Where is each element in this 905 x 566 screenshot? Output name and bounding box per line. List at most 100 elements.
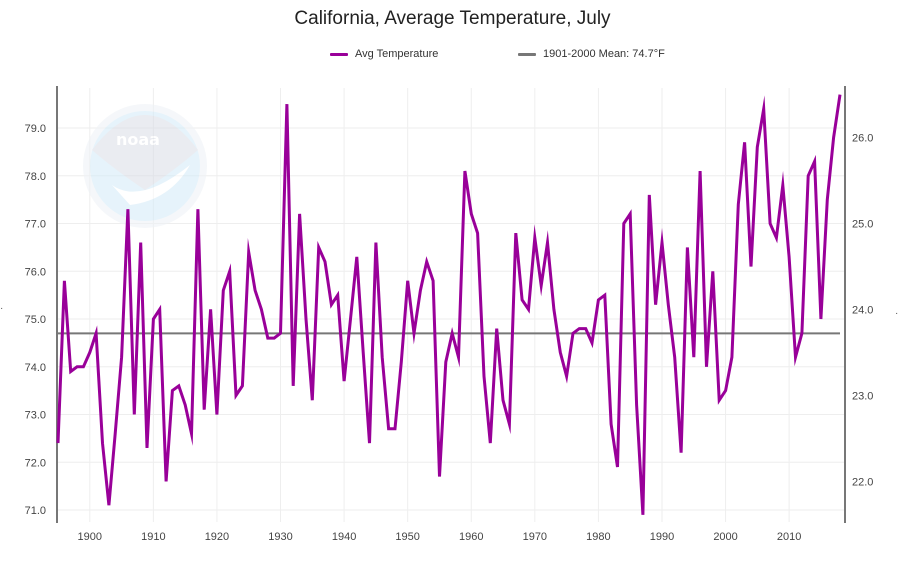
data-point[interactable] bbox=[654, 303, 658, 307]
data-point[interactable] bbox=[571, 331, 575, 335]
data-point[interactable] bbox=[336, 293, 340, 297]
data-point[interactable] bbox=[495, 327, 499, 331]
data-point[interactable] bbox=[444, 360, 448, 364]
data-point[interactable] bbox=[329, 303, 333, 307]
data-point[interactable] bbox=[170, 389, 174, 393]
data-point[interactable] bbox=[832, 136, 836, 140]
data-point[interactable] bbox=[794, 355, 798, 359]
data-point[interactable] bbox=[514, 231, 518, 235]
data-point[interactable] bbox=[488, 441, 492, 445]
data-point[interactable] bbox=[387, 427, 391, 431]
data-point[interactable] bbox=[317, 245, 321, 249]
data-point[interactable] bbox=[310, 398, 314, 402]
data-point[interactable] bbox=[253, 288, 257, 292]
data-point[interactable] bbox=[825, 198, 829, 202]
data-point[interactable] bbox=[705, 365, 709, 369]
data-point[interactable] bbox=[736, 202, 740, 206]
data-point[interactable] bbox=[457, 355, 461, 359]
data-point[interactable] bbox=[69, 370, 73, 374]
data-point[interactable] bbox=[660, 241, 664, 245]
data-point[interactable] bbox=[177, 384, 181, 388]
data-point[interactable] bbox=[774, 236, 778, 240]
data-point[interactable] bbox=[539, 284, 543, 288]
data-point[interactable] bbox=[698, 169, 702, 173]
data-point[interactable] bbox=[501, 398, 505, 402]
data-point[interactable] bbox=[647, 193, 651, 197]
data-point[interactable] bbox=[692, 355, 696, 359]
data-point[interactable] bbox=[787, 255, 791, 259]
data-point[interactable] bbox=[476, 231, 480, 235]
data-point[interactable] bbox=[450, 331, 454, 335]
data-point[interactable] bbox=[234, 393, 238, 397]
data-point[interactable] bbox=[323, 260, 327, 264]
data-point[interactable] bbox=[577, 327, 581, 331]
data-point[interactable] bbox=[202, 408, 206, 412]
data-point[interactable] bbox=[507, 422, 511, 426]
data-point[interactable] bbox=[183, 403, 187, 407]
data-point[interactable] bbox=[622, 222, 626, 226]
data-point[interactable] bbox=[81, 365, 85, 369]
data-point[interactable] bbox=[418, 288, 422, 292]
data-point[interactable] bbox=[361, 350, 365, 354]
data-point[interactable] bbox=[221, 288, 225, 292]
data-point[interactable] bbox=[279, 331, 283, 335]
data-point[interactable] bbox=[285, 102, 289, 106]
data-point[interactable] bbox=[266, 336, 270, 340]
data-point[interactable] bbox=[291, 384, 295, 388]
data-point[interactable] bbox=[635, 403, 639, 407]
data-point[interactable] bbox=[641, 513, 645, 517]
data-point[interactable] bbox=[247, 250, 251, 254]
data-point[interactable] bbox=[584, 327, 588, 331]
data-point[interactable] bbox=[819, 317, 823, 321]
data-point[interactable] bbox=[126, 207, 130, 211]
data-point[interactable] bbox=[838, 93, 842, 97]
data-point[interactable] bbox=[762, 107, 766, 111]
data-point[interactable] bbox=[755, 145, 759, 149]
data-point[interactable] bbox=[609, 422, 613, 426]
data-point[interactable] bbox=[342, 379, 346, 383]
data-point[interactable] bbox=[113, 432, 117, 436]
data-point[interactable] bbox=[482, 374, 486, 378]
data-point[interactable] bbox=[673, 355, 677, 359]
data-point[interactable] bbox=[380, 355, 384, 359]
data-point[interactable] bbox=[412, 331, 416, 335]
data-point[interactable] bbox=[520, 298, 524, 302]
data-point[interactable] bbox=[711, 269, 715, 273]
legend-item-mean[interactable]: 1901-2000 Mean: 74.7°F bbox=[518, 46, 665, 62]
data-point[interactable] bbox=[438, 475, 442, 479]
data-point[interactable] bbox=[558, 350, 562, 354]
data-point[interactable] bbox=[132, 413, 136, 417]
data-point[interactable] bbox=[355, 255, 359, 259]
data-point[interactable] bbox=[469, 212, 473, 216]
data-point[interactable] bbox=[94, 331, 98, 335]
data-point[interactable] bbox=[209, 307, 213, 311]
data-point[interactable] bbox=[596, 298, 600, 302]
data-point[interactable] bbox=[565, 374, 569, 378]
data-point[interactable] bbox=[527, 307, 531, 311]
data-point[interactable] bbox=[425, 260, 429, 264]
legend-item-avg-temperature[interactable]: Avg Temperature bbox=[330, 46, 438, 62]
data-point[interactable] bbox=[399, 360, 403, 364]
data-point[interactable] bbox=[101, 441, 105, 445]
data-point[interactable] bbox=[730, 355, 734, 359]
data-point[interactable] bbox=[139, 241, 143, 245]
data-point[interactable] bbox=[190, 432, 194, 436]
data-point[interactable] bbox=[679, 451, 683, 455]
data-point[interactable] bbox=[56, 441, 60, 445]
data-point[interactable] bbox=[75, 365, 79, 369]
data-point[interactable] bbox=[717, 398, 721, 402]
data-point[interactable] bbox=[374, 241, 378, 245]
data-point[interactable] bbox=[768, 222, 772, 226]
data-point[interactable] bbox=[368, 441, 372, 445]
data-point[interactable] bbox=[120, 355, 124, 359]
data-point[interactable] bbox=[304, 317, 308, 321]
data-point[interactable] bbox=[272, 336, 276, 340]
data-point[interactable] bbox=[781, 183, 785, 187]
data-point[interactable] bbox=[349, 317, 353, 321]
data-point[interactable] bbox=[228, 269, 232, 273]
data-point[interactable] bbox=[62, 279, 66, 283]
data-point[interactable] bbox=[749, 265, 753, 269]
data-point[interactable] bbox=[107, 503, 111, 507]
data-point[interactable] bbox=[813, 159, 817, 163]
data-point[interactable] bbox=[628, 212, 632, 216]
